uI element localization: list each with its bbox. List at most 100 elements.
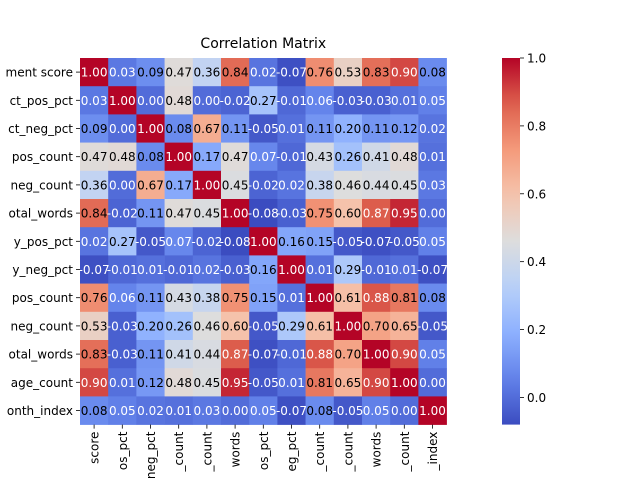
cell-5-10	[362, 199, 391, 228]
cell-5-11	[390, 199, 419, 228]
cell-1-0	[80, 86, 109, 115]
cell-7-10	[362, 255, 391, 284]
cell-label-7-5: -0.03	[220, 263, 251, 277]
cell-label-6-0: 0.02	[81, 235, 108, 249]
cell-3-4	[192, 142, 222, 172]
cell-label-0-9: 0.53	[335, 66, 362, 80]
cell-label-5-0: 0.84	[81, 207, 108, 221]
cell-5-4	[192, 199, 222, 228]
row-tick-label-7: y_neg_pct	[12, 263, 73, 277]
cell-6-3	[164, 227, 194, 256]
cell-label-6-12: 0.05	[419, 235, 446, 249]
col-tick-label-6: os_pct	[257, 431, 271, 470]
cell-12-11	[390, 396, 419, 425]
cell-label-2-6: -0.05	[248, 122, 279, 136]
cell-label-6-8: 0.15	[306, 235, 333, 249]
cell-label-8-8: 1.00	[306, 291, 333, 305]
cell-label-4-5: 0.45	[222, 178, 249, 192]
cell-label-3-6: 0.07	[250, 150, 277, 164]
col-tick-label-12: _index	[426, 432, 440, 472]
cell-9-12	[418, 311, 447, 341]
cell-label-10-0: 0.83	[81, 348, 108, 362]
cell-label-7-7: 1.00	[278, 263, 305, 277]
cell-label-12-12: 1.00	[419, 404, 446, 418]
cell-label-7-9: 0.29	[335, 263, 362, 277]
row-tick-labels: ment scorect_pos_pctct_neg_pctpos_countn…	[6, 66, 80, 418]
cell-label-7-10: -0.01	[361, 263, 392, 277]
cell-label-9-12: -0.05	[417, 319, 448, 333]
cell-label-10-5: 0.87	[222, 348, 249, 362]
cell-4-9	[333, 170, 363, 200]
cell-label-3-11: 0.48	[391, 150, 418, 164]
cell-2-12	[418, 114, 447, 143]
cell-label-11-3: 0.48	[165, 376, 192, 390]
cell-9-8	[305, 311, 335, 341]
cell-2-11	[390, 114, 419, 143]
cell-10-4	[192, 340, 222, 369]
col-tick-label-7: eg_pct	[285, 431, 299, 471]
row-tick-label-1: ct_pos_pct	[10, 94, 74, 108]
cell-8-10	[362, 283, 391, 313]
cell-label-9-0: 0.53	[81, 319, 108, 333]
cell-label-10-3: 0.41	[165, 348, 192, 362]
cell-label-1-6: 0.27	[250, 94, 277, 108]
cell-9-0	[80, 311, 109, 341]
cell-label-9-3: 0.26	[165, 319, 192, 333]
cell-9-11	[390, 311, 419, 341]
cell-2-1	[108, 114, 137, 143]
cell-label-4-6: -0.02	[248, 178, 279, 192]
cell-label-1-7: -0.01	[276, 94, 307, 108]
cell-1-12	[418, 86, 447, 115]
cell-5-0	[80, 199, 109, 228]
cell-12-0	[80, 396, 109, 425]
row-tick-label-2: ct_neg_pct	[8, 122, 73, 136]
cell-4-2	[136, 170, 165, 200]
cell-label-4-12: 0.03	[419, 178, 446, 192]
cell-label-1-12: 0.05	[419, 94, 446, 108]
cell-label-1-5: -0.02	[220, 94, 251, 108]
cell-label-11-1: 0.01	[109, 376, 136, 390]
cell-2-4	[192, 114, 222, 143]
cell-1-4	[192, 86, 222, 115]
cell-label-12-9: -0.05	[332, 404, 363, 418]
cell-label-7-2: 0.01	[137, 263, 164, 277]
cell-2-5	[221, 114, 250, 143]
cell-1-3	[164, 86, 194, 115]
colorbar-tick-label-3: 0.6	[527, 187, 546, 201]
cell-label-5-11: 0.95	[391, 207, 418, 221]
cell-label-6-1: 0.27	[109, 235, 136, 249]
cell-5-3	[164, 199, 194, 228]
cell-label-4-9: 0.46	[335, 178, 362, 192]
cell-label-3-8: 0.43	[306, 150, 333, 164]
cell-label-0-12: 0.08	[419, 66, 446, 80]
cell-3-1	[108, 142, 137, 172]
cell-4-8	[305, 170, 335, 200]
cell-7-1	[108, 255, 137, 284]
colorbar-tick-label-2: 0.4	[527, 255, 546, 269]
cell-label-5-1: -0.02	[107, 207, 138, 221]
cell-4-1	[108, 170, 137, 200]
cell-2-0	[80, 114, 109, 143]
cell-label-4-2: 0.67	[137, 178, 164, 192]
colorbar-tick-label-5: 1.0	[527, 52, 546, 66]
cell-2-9	[333, 114, 363, 143]
col-tick-label-10: words	[370, 432, 384, 468]
cell-label-7-11: 0.01	[391, 263, 418, 277]
cell-label-8-2: 0.11	[137, 291, 164, 305]
cell-label-10-11: 0.90	[391, 348, 418, 362]
cell-6-11	[390, 227, 419, 256]
cell-12-6	[249, 396, 278, 425]
cell-label-10-8: 0.88	[306, 348, 333, 362]
cell-label-4-4: 1.00	[194, 178, 221, 192]
cell-6-12	[418, 227, 447, 256]
cell-label-9-4: 0.46	[194, 319, 221, 333]
row-tick-label-8: pos_count	[12, 291, 73, 305]
cell-6-1	[108, 227, 137, 256]
row-tick-label-0: ment score	[6, 66, 73, 80]
cell-label-9-10: 0.70	[363, 319, 390, 333]
cell-11-1	[108, 368, 137, 397]
cell-5-12	[418, 199, 447, 228]
cell-3-8	[305, 142, 335, 172]
cell-8-7	[277, 283, 306, 313]
cell-7-9	[333, 255, 363, 284]
